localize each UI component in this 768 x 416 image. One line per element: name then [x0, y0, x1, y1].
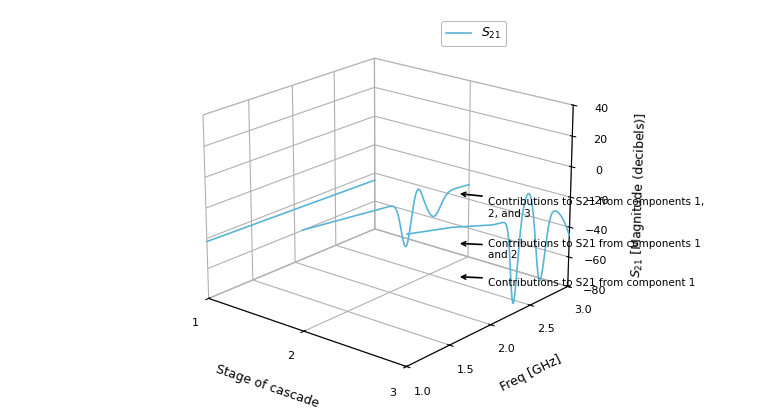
X-axis label: Stage of cascade: Stage of cascade: [214, 362, 320, 410]
Text: Contributions to S21 from components 1
and 2: Contributions to S21 from components 1 a…: [462, 239, 700, 260]
Text: Contributions to S21 from component 1: Contributions to S21 from component 1: [462, 275, 695, 288]
Y-axis label: Freq [GHz]: Freq [GHz]: [498, 352, 564, 394]
Legend: $S_{21}$: $S_{21}$: [441, 21, 506, 46]
Text: Contributions to S21 from components 1,
2, and 3: Contributions to S21 from components 1, …: [462, 192, 704, 219]
